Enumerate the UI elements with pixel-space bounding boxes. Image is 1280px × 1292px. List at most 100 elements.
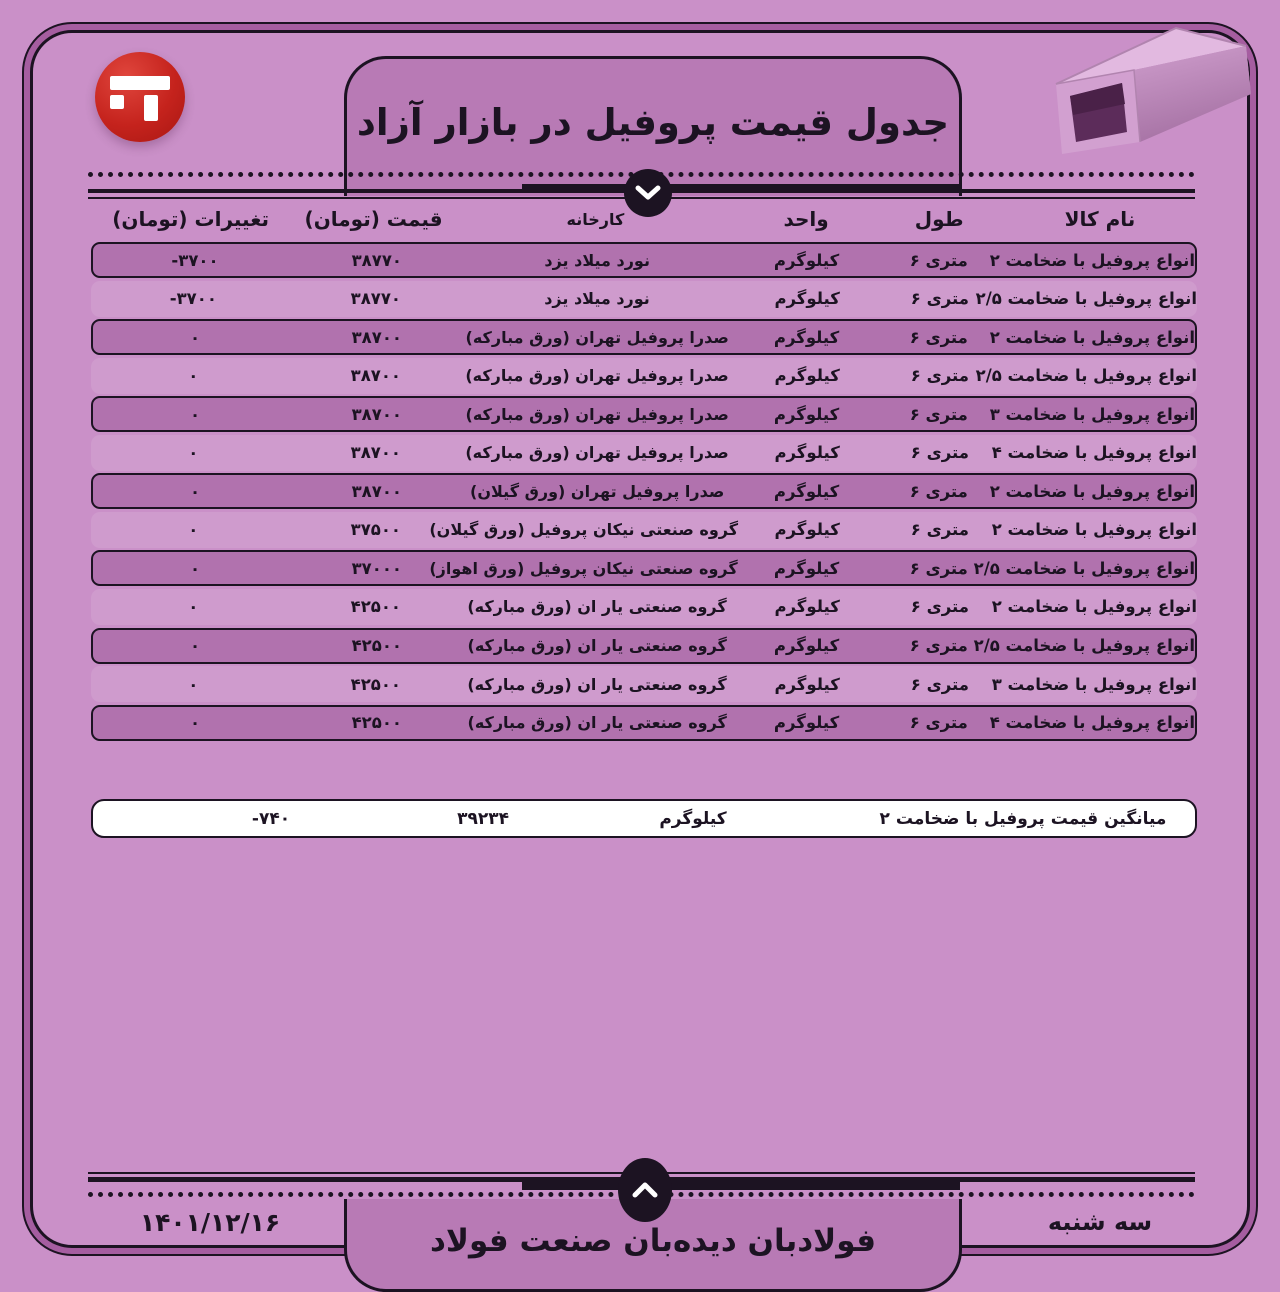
cell-change: ۰ xyxy=(189,713,201,733)
cell-product-name: انواع پروفیل با ضخامت ۲ xyxy=(991,597,1197,617)
table-row: انواع پروفیل با ضخامت ۳ متری ۶ کیلوگرم صدرا… xyxy=(91,396,1197,433)
cell-unit: کیلوگرم xyxy=(773,404,840,424)
cell-unit: کیلوگرم xyxy=(774,674,840,694)
cell-product-name: انواع پروفیل با ضخامت ۴ xyxy=(989,713,1195,733)
cell-price: ۳۸۷۰۰ xyxy=(350,366,401,386)
page-title: جدول قیمت پروفیل در بازار آزاد xyxy=(356,101,950,144)
table-row: انواع پروفیل با ضخامت ۲ متری ۶ کیلوگرم صدرا… xyxy=(91,473,1197,510)
cell-change: ۰ xyxy=(189,636,201,655)
cell-unit: کیلوگرم xyxy=(773,250,840,270)
weekday-label: سه شنبه xyxy=(1047,1208,1153,1236)
header-product-name: نام کالا xyxy=(1064,207,1136,231)
cell-length: متری ۶ xyxy=(910,520,969,540)
cell-change: -۳۷۰۰ xyxy=(169,289,217,309)
header-price: قیمت (تومان) xyxy=(304,207,443,231)
cell-length: متری ۶ xyxy=(909,713,968,733)
cell-price: ۳۸۷۰۰ xyxy=(351,481,402,501)
cell-length: متری ۶ xyxy=(910,674,969,694)
table-header-row: نام کالا طول واحد کارخانه قیمت (تومان) ت… xyxy=(88,203,1197,235)
cell-length: متری ۶ xyxy=(909,636,968,655)
summary-change: -۷۴۰ xyxy=(251,808,291,829)
cell-factory: صدرا پروفیل تهران (ورق مبارکه) xyxy=(465,327,729,347)
summary-row: میانگین قیمت پروفیل با ضخامت ۲ کیلوگرم ۳… xyxy=(91,799,1197,838)
cell-factory: گروه صنعتی یار ان (ورق مبارکه) xyxy=(467,713,727,733)
cell-unit: کیلوگرم xyxy=(773,558,840,578)
cell-unit: کیلوگرم xyxy=(774,597,840,617)
cell-unit: کیلوگرم xyxy=(774,366,840,386)
cell-factory: گروه صنعتی یار ان (ورق مبارکه) xyxy=(467,597,727,617)
cell-change: ۰ xyxy=(189,404,201,424)
cell-price: ۳۸۷۰۰ xyxy=(351,327,402,347)
cell-change: ۰ xyxy=(189,481,201,501)
header-unit: واحد xyxy=(783,207,829,231)
cell-product-name: انواع پروفیل با ضخامت ۴ xyxy=(991,443,1197,463)
table-row: انواع پروفیل با ضخامت ۴ متری ۶ کیلوگرم گروه… xyxy=(91,704,1197,741)
cell-product-name: انواع پروفیل با ضخامت ۲/۵ xyxy=(973,636,1195,655)
table-row: انواع پروفیل با ضخامت ۲ متری ۶ کیلوگرم نورد… xyxy=(91,242,1197,278)
cell-factory: گروه صنعتی نیکان پروفیل (ورق گیلان) xyxy=(429,520,739,540)
cell-unit: کیلوگرم xyxy=(774,289,840,309)
top-divider-bar xyxy=(522,184,960,193)
cell-price: ۳۷۵۰۰ xyxy=(350,520,401,540)
cell-factory: صدرا پروفیل تهران (ورق گیلان) xyxy=(470,481,725,501)
cell-length: متری ۶ xyxy=(910,597,969,617)
cell-price: ۳۸۷۷۰ xyxy=(351,250,402,270)
cell-factory: صدرا پروفیل تهران (ورق مبارکه) xyxy=(465,404,729,424)
summary-price: ۳۹۲۳۴ xyxy=(457,808,509,829)
cell-unit: کیلوگرم xyxy=(774,520,840,540)
cell-unit: کیلوگرم xyxy=(773,636,840,655)
chevron-up-icon xyxy=(618,1158,672,1222)
cell-product-name: انواع پروفیل با ضخامت ۲ xyxy=(989,250,1195,270)
cell-price: ۴۲۵۰۰ xyxy=(351,636,402,655)
cell-factory: نورد میلاد یزد xyxy=(544,289,650,309)
cell-product-name: انواع پروفیل با ضخامت ۲/۵ xyxy=(973,558,1195,578)
cell-length: متری ۶ xyxy=(910,443,969,463)
cell-factory: نورد میلاد یزد xyxy=(544,250,650,270)
cell-product-name: انواع پروفیل با ضخامت ۲ xyxy=(989,481,1195,501)
cell-factory: گروه صنعتی یار ان (ورق مبارکه) xyxy=(467,674,727,694)
summary-label: میانگین قیمت پروفیل با ضخامت ۲ xyxy=(879,808,1167,829)
cell-change: ۰ xyxy=(188,674,199,694)
cell-change: ۰ xyxy=(188,443,199,463)
cell-change: ۰ xyxy=(189,558,201,578)
cell-length: متری ۶ xyxy=(910,289,969,309)
cell-unit: کیلوگرم xyxy=(773,713,840,733)
cell-product-name: انواع پروفیل با ضخامت ۳ xyxy=(991,674,1197,694)
cell-length: متری ۶ xyxy=(909,481,968,501)
steel-box-profile-tube-image xyxy=(1055,26,1251,154)
cell-product-name: انواع پروفیل با ضخامت ۳ xyxy=(989,404,1195,424)
header-length: طول xyxy=(914,207,964,231)
cell-product-name: انواع پروفیل با ضخامت ۲/۵ xyxy=(975,366,1197,386)
cell-factory: گروه صنعتی نیکان پروفیل (ورق اهواز) xyxy=(429,558,738,578)
header-changes: تغییرات (تومان) xyxy=(112,207,270,231)
cell-length: متری ۶ xyxy=(909,250,968,270)
summary-unit: کیلوگرم xyxy=(659,808,727,829)
cell-price: ۳۷۰۰۰ xyxy=(351,558,402,578)
cell-unit: کیلوگرم xyxy=(774,443,840,463)
cell-change: -۳۷۰۰ xyxy=(171,250,219,270)
table-row: انواع پروفیل با ضخامت ۲/۵ متری ۶ کیلوگرم گر… xyxy=(91,550,1197,587)
brand-name: فولادبان دیده‌بان صنعت فولاد xyxy=(430,1223,876,1259)
footer-banner: فولادبان دیده‌بان صنعت فولاد xyxy=(344,1199,962,1292)
cell-unit: کیلوگرم xyxy=(773,327,840,347)
logo-glyph-dot xyxy=(110,95,124,109)
date-label: ۱۴۰۱/۱۲/۱۶ xyxy=(139,1207,281,1237)
cell-length: متری ۶ xyxy=(909,558,968,578)
cell-price: ۴۲۵۰۰ xyxy=(350,597,401,617)
cell-factory: صدرا پروفیل تهران (ورق مبارکه) xyxy=(465,366,729,386)
cell-price: ۴۲۵۰۰ xyxy=(350,674,401,694)
cell-product-name: انواع پروفیل با ضخامت ۲ xyxy=(989,327,1195,347)
cell-length: متری ۶ xyxy=(909,327,968,347)
table-row: انواع پروفیل با ضخامت ۲/۵ متری ۶ کیلوگرم صد… xyxy=(91,357,1197,394)
cell-product-name: انواع پروفیل با ضخامت ۲/۵ xyxy=(975,289,1197,309)
bottom-divider-bar xyxy=(522,1181,960,1190)
logo-glyph-bar xyxy=(110,76,170,90)
cell-price: ۴۲۵۰۰ xyxy=(351,713,402,733)
chevron-down-icon xyxy=(624,169,672,217)
cell-unit: کیلوگرم xyxy=(773,481,840,501)
table-row: انواع پروفیل با ضخامت ۲ متری ۶ کیلوگرم گروه… xyxy=(91,588,1197,625)
cell-factory: صدرا پروفیل تهران (ورق مبارکه) xyxy=(465,443,729,463)
logo-glyph-stem xyxy=(143,95,158,122)
fooladban-logo-icon xyxy=(95,52,185,142)
